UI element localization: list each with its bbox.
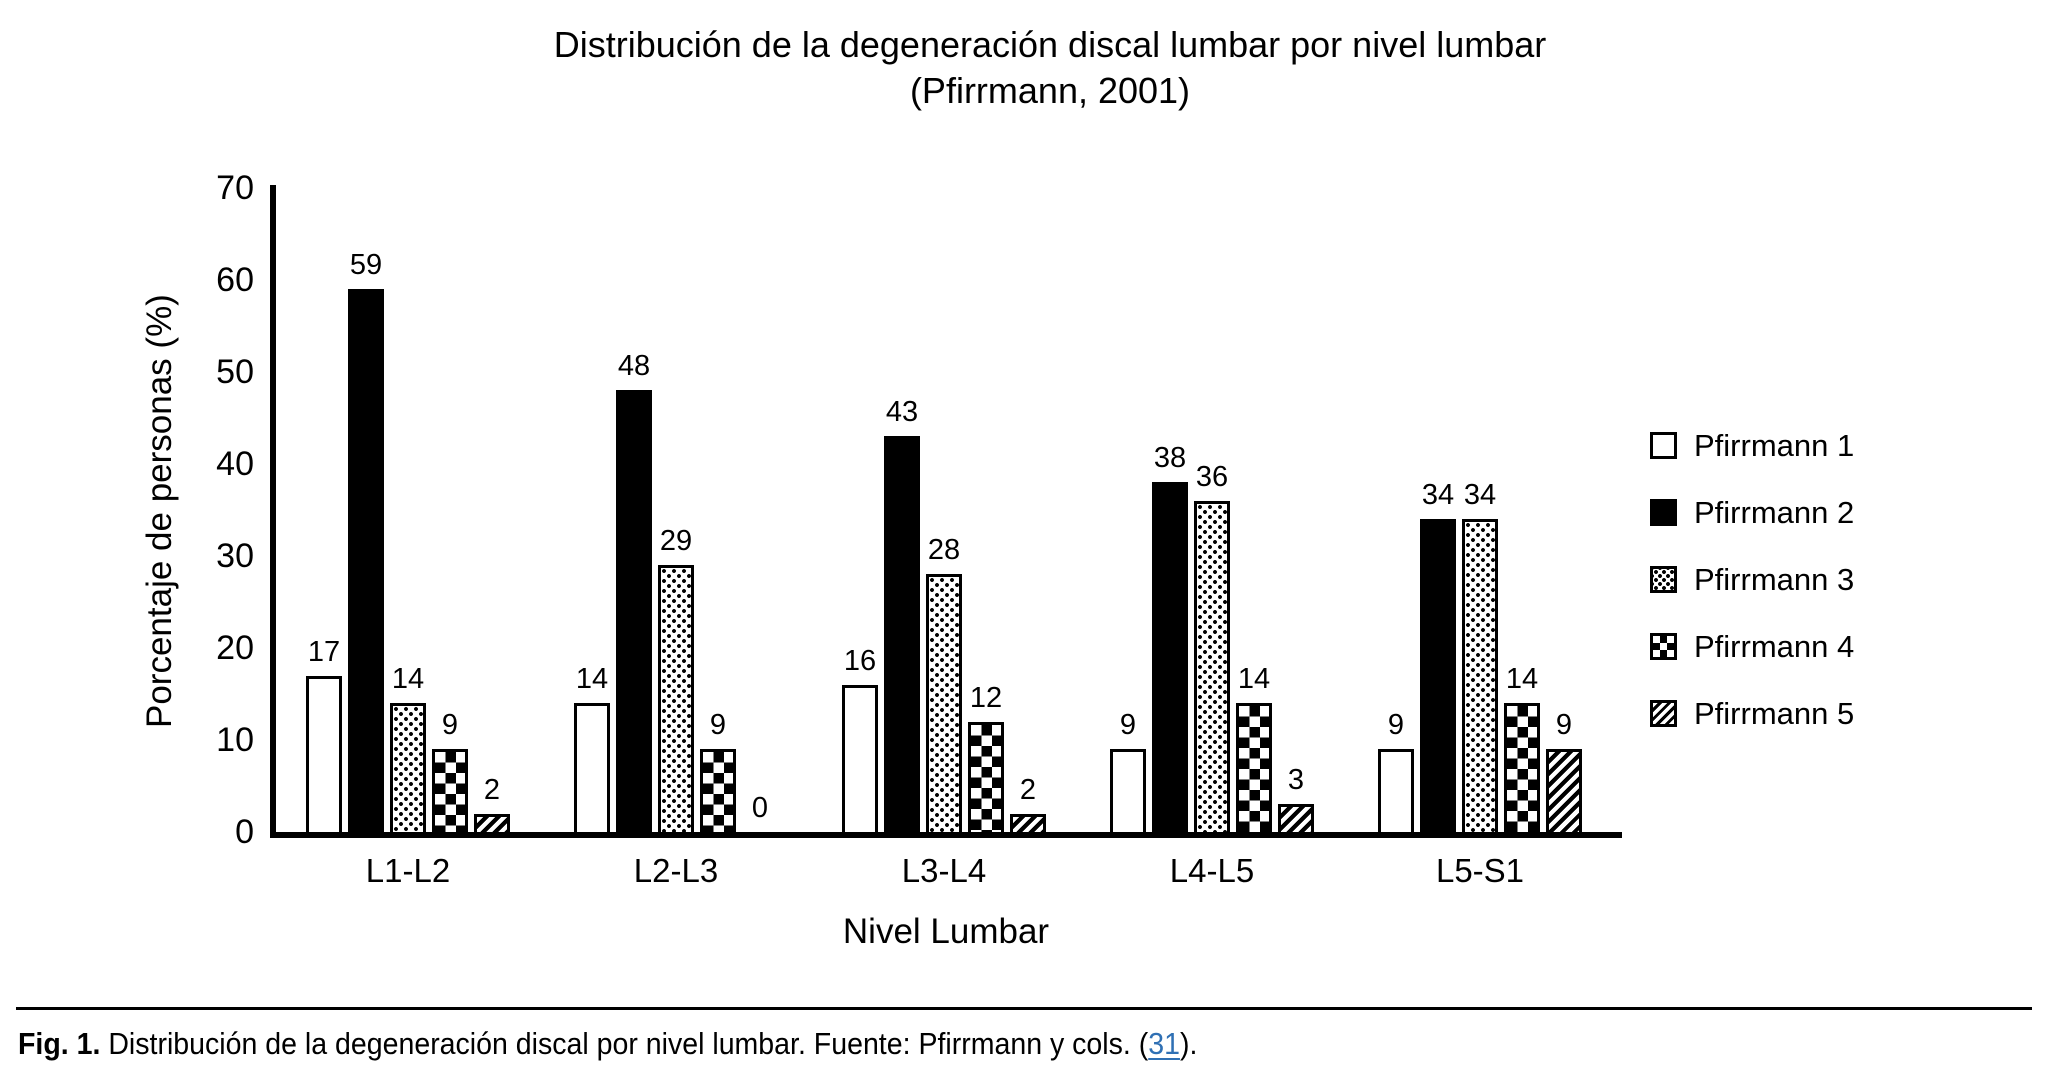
bar-pfirrmann-3-l3-l4 — [926, 574, 962, 836]
chart-title: Distribución de la degeneración discal l… — [553, 24, 1547, 65]
legend-item-label: Pfirrmann 4 — [1694, 628, 1855, 664]
bar-pfirrmann-3-l4-l5 — [1194, 501, 1230, 836]
x-axis-label: Nivel Lumbar — [842, 912, 1050, 951]
chart-subtitle: (Pfirrmann, 2001) — [909, 70, 1191, 111]
bar-value-label: 2 — [1019, 774, 1037, 806]
bar-value-label: 43 — [885, 396, 919, 428]
x-axis-line — [270, 832, 1622, 838]
bar-pfirrmann-1-l5-s1 — [1378, 749, 1414, 836]
x-category-label-l2-l3: L2-L3 — [633, 852, 719, 889]
bar-pfirrmann-4-l3-l4 — [968, 722, 1004, 836]
bar-value-label: 14 — [391, 663, 425, 695]
x-category-label-l5-s1: L5-S1 — [1435, 852, 1525, 889]
bar-pfirrmann-1-l1-l2 — [306, 676, 342, 836]
bar-pfirrmann-2-l2-l3 — [616, 390, 652, 836]
bar-pfirrmann-2-l4-l5 — [1152, 482, 1188, 836]
y-tick-label-10: 10 — [216, 721, 254, 759]
bar-value-label: 34 — [1463, 479, 1497, 511]
bar-value-label: 59 — [349, 249, 383, 281]
legend-item-label: Pfirrmann 1 — [1694, 427, 1855, 463]
legend-swatch-solid-white-icon — [1650, 432, 1677, 459]
y-tick-label-30: 30 — [216, 537, 254, 575]
x-category-label-l1-l2: L1-L2 — [365, 852, 451, 889]
legend-swatch-dots-icon — [1650, 566, 1677, 593]
bar-pfirrmann-3-l1-l2 — [390, 703, 426, 836]
y-tick-label-20: 20 — [216, 629, 254, 667]
bar-pfirrmann-1-l2-l3 — [574, 703, 610, 836]
bar-pfirrmann-5-l5-s1 — [1546, 749, 1582, 836]
bar-pfirrmann-2-l3-l4 — [884, 436, 920, 836]
bar-pfirrmann-3-l2-l3 — [658, 565, 694, 836]
bar-pfirrmann-5-l4-l5 — [1278, 804, 1314, 836]
legend-item-pfirrmann-2: Pfirrmann 2 — [1650, 479, 1854, 546]
bar-value-label: 29 — [659, 525, 693, 557]
legend: Pfirrmann 1 Pfirrmann 2 Pfirrmann 3 Pfirrma… — [1650, 412, 1854, 747]
bar-pfirrmann-1-l3-l4 — [842, 685, 878, 836]
x-category-label-l4-l5: L4-L5 — [1169, 852, 1255, 889]
legend-item-pfirrmann-4: Pfirrmann 4 — [1650, 613, 1854, 680]
legend-item-label: Pfirrmann 2 — [1694, 494, 1855, 530]
bar-value-label: 12 — [969, 682, 1003, 714]
bar-value-label: 48 — [617, 350, 651, 382]
bar-value-label: 9 — [441, 709, 459, 741]
y-tick-label-40: 40 — [216, 445, 254, 483]
legend-item-pfirrmann-5: Pfirrmann 5 — [1650, 680, 1854, 747]
bar-pfirrmann-4-l1-l2 — [432, 749, 468, 836]
bar-pfirrmann-2-l1-l2 — [348, 289, 384, 836]
y-tick-label-50: 50 — [216, 353, 254, 391]
bar-value-label: 14 — [575, 663, 609, 695]
bar-pfirrmann-2-l5-s1 — [1420, 519, 1456, 836]
bar-value-label: 14 — [1505, 663, 1539, 695]
bar-pfirrmann-1-l4-l5 — [1110, 749, 1146, 836]
legend-swatch-diagonal-icon — [1650, 700, 1677, 727]
y-axis-line — [270, 185, 276, 838]
legend-swatch-checker-icon — [1650, 633, 1677, 660]
bar-value-label: 34 — [1421, 479, 1455, 511]
y-tick-label-70: 70 — [216, 169, 254, 207]
bar-value-label: 38 — [1153, 442, 1187, 474]
legend-swatch-solid-black-icon — [1650, 499, 1677, 526]
caption-figure-label: Fig. 1. — [18, 1026, 101, 1061]
y-tick-label-60: 60 — [216, 261, 254, 299]
bar-value-label: 2 — [483, 774, 501, 806]
bar-value-label: 17 — [307, 636, 341, 668]
y-tick-label-0: 0 — [235, 813, 254, 851]
figure-caption: Fig. 1. Distribución de la degeneración … — [18, 1024, 2042, 1064]
chart-title-block: Distribución de la degeneración discal l… — [375, 22, 1725, 114]
bar-value-label: 9 — [1119, 709, 1137, 741]
bar-value-label: 16 — [843, 645, 877, 677]
caption-reference-link[interactable]: 31 — [1148, 1026, 1180, 1061]
bar-value-label: 9 — [1387, 709, 1405, 741]
bar-value-label: 9 — [1555, 709, 1573, 741]
caption-text-after: ). — [1179, 1026, 1198, 1061]
caption-text: Distribución de la degeneración discal p… — [100, 1026, 1149, 1061]
bar-value-label: 14 — [1237, 663, 1271, 695]
bar-pfirrmann-4-l2-l3 — [700, 749, 736, 836]
legend-item-pfirrmann-3: Pfirrmann 3 — [1650, 546, 1854, 613]
legend-item-label: Pfirrmann 3 — [1694, 561, 1855, 597]
bar-value-label: 36 — [1195, 461, 1229, 493]
legend-item-pfirrmann-1: Pfirrmann 1 — [1650, 412, 1854, 479]
bar-value-label: 3 — [1287, 764, 1305, 796]
caption-rule — [16, 1007, 2032, 1010]
bar-pfirrmann-4-l4-l5 — [1236, 703, 1272, 836]
bar-value-label: 9 — [709, 709, 727, 741]
bar-value-label: 0 — [751, 792, 769, 824]
x-category-label-l3-l4: L3-L4 — [901, 852, 987, 889]
bar-value-label: 28 — [927, 534, 961, 566]
legend-item-label: Pfirrmann 5 — [1694, 695, 1855, 731]
